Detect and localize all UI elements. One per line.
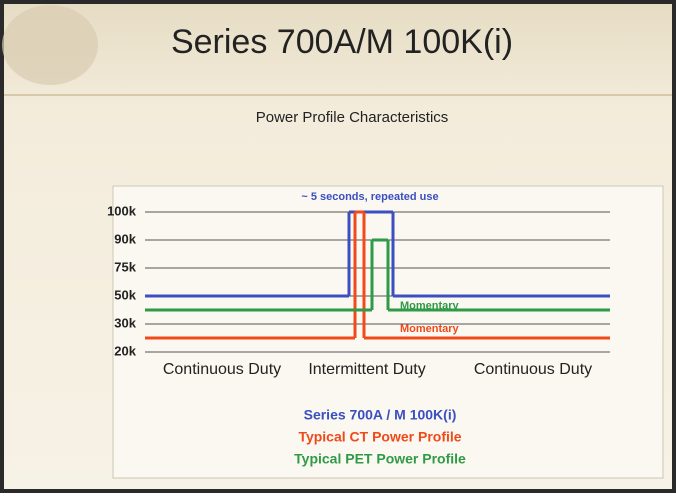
- annotation: Momentary: [400, 300, 460, 312]
- x-category-label: Intermittent Duty: [308, 361, 425, 378]
- legend-entry: Typical PET Power Profile: [294, 451, 466, 467]
- annotation: Momentary: [400, 323, 460, 335]
- page: {"chart_data": {"type": "step", "title":…: [0, 0, 676, 498]
- legend-entry: Typical CT Power Profile: [298, 429, 461, 445]
- y-tick-label: 100k: [107, 203, 137, 218]
- y-tick-label: 30k: [114, 315, 136, 330]
- annotation: ~ 5 seconds, repeated use: [301, 191, 438, 203]
- y-tick-label: 50k: [114, 287, 136, 302]
- y-tick-label: 20k: [114, 343, 136, 358]
- chart-subtitle: Power Profile Characteristics: [256, 109, 449, 126]
- y-tick-label: 75k: [114, 259, 136, 274]
- chart-title: Series 700A/M 100K(i): [171, 23, 513, 61]
- x-category-label: Continuous Duty: [474, 361, 592, 378]
- slide: Series 700A/M 100K(i) Power Profile Char…: [0, 0, 676, 493]
- legend-entry: Series 700A / M 100K(i): [304, 407, 457, 423]
- x-category-label: Continuous Duty: [163, 361, 281, 378]
- y-tick-label: 90k: [114, 231, 136, 246]
- logo-decoration: [2, 5, 98, 85]
